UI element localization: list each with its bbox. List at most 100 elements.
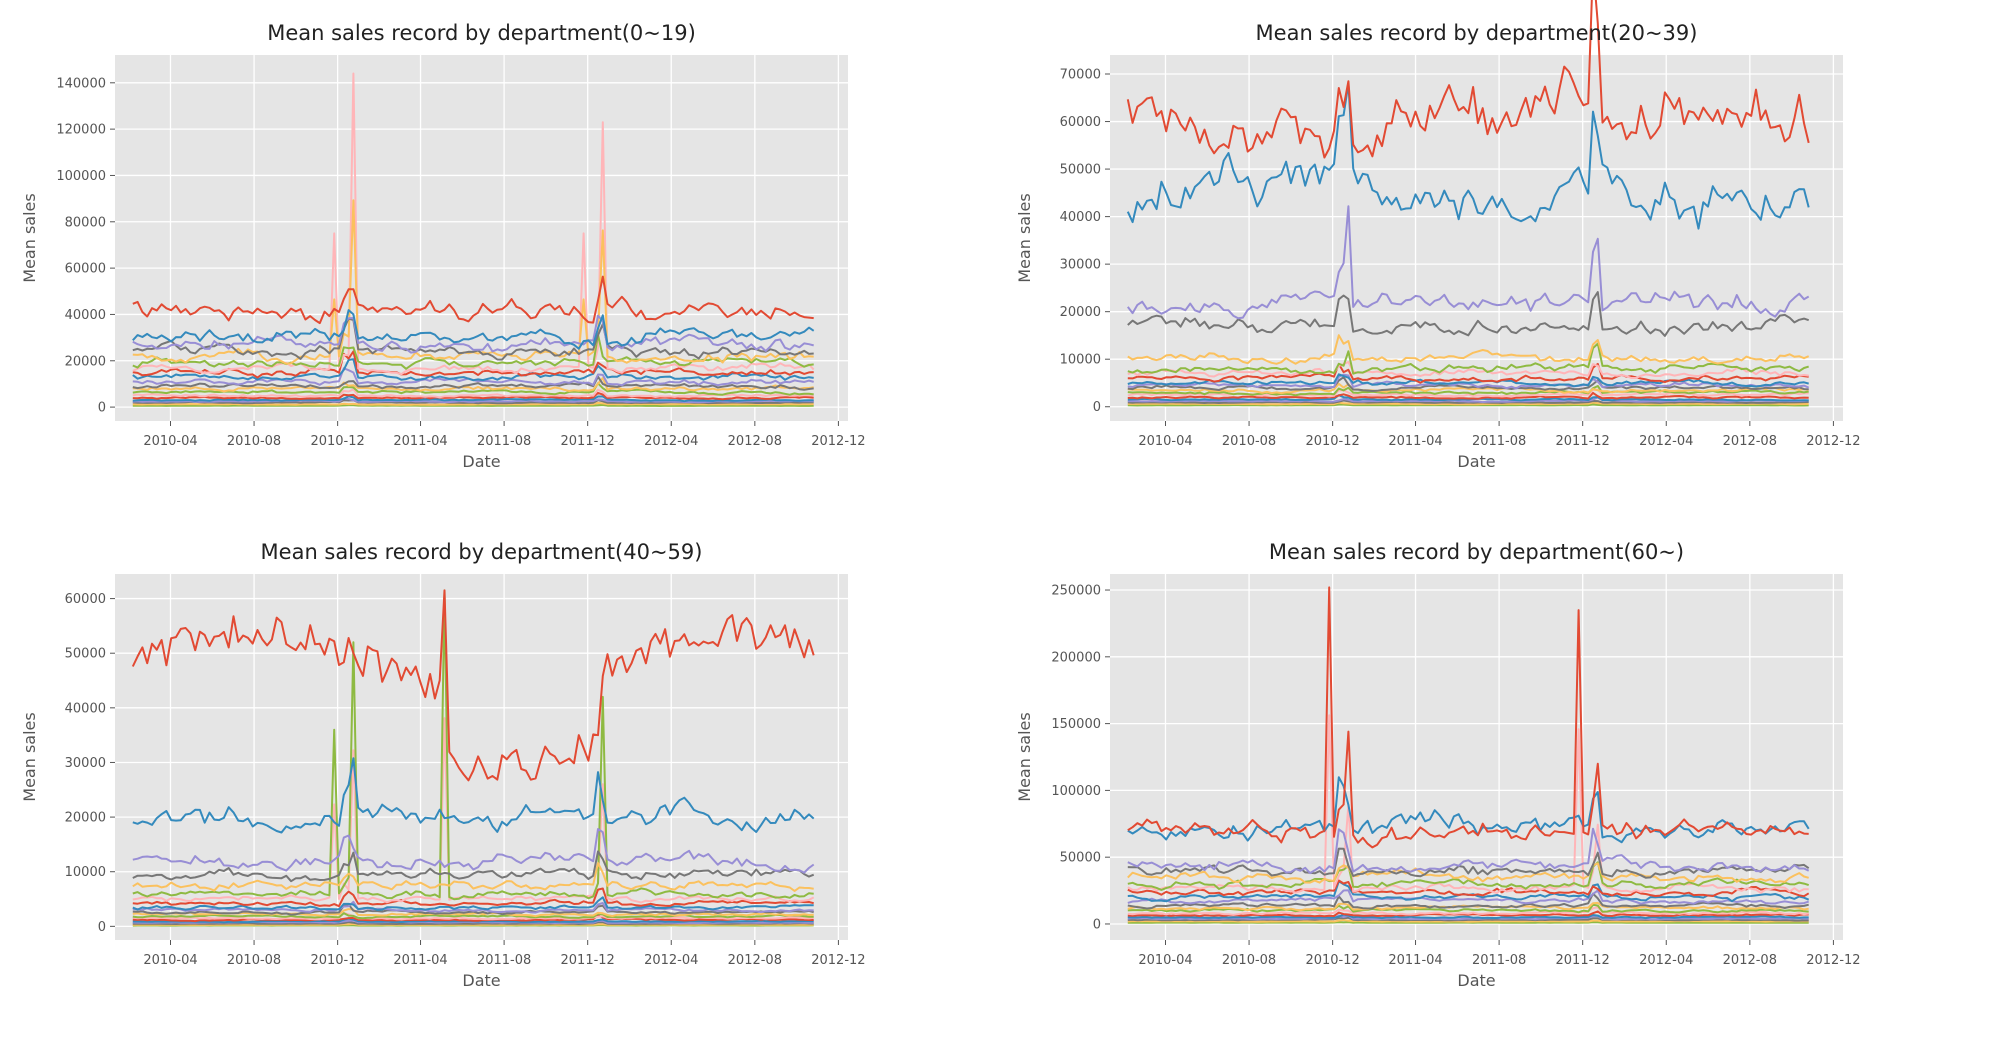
series-line-1 — [131, 589, 815, 782]
y-tick-label: 60000 — [65, 262, 106, 277]
y-tick-label: 0 — [98, 401, 106, 416]
x-tick-label: 2010-08 — [227, 434, 281, 449]
series-line-2 — [1126, 82, 1810, 230]
series-line-8 — [132, 887, 814, 908]
y-tick-label: 250000 — [1051, 584, 1101, 599]
x-tick-label: 2011-08 — [477, 953, 531, 968]
y-tick-label: 40000 — [65, 701, 106, 716]
series-line-17 — [1127, 396, 1809, 404]
y-tick-label: 50000 — [1060, 851, 1101, 866]
chart-panel-dept-0-19: 2010-04 2010-08 2010-12 2011-04 2011-08 2011-… — [0, 0, 995, 519]
series-line-3 — [132, 828, 815, 874]
series-group — [1127, 586, 1810, 924]
x-tick-label: 2011-12 — [1556, 434, 1610, 449]
y-axis-label: Mean sales — [1015, 712, 1034, 801]
x-tick-label: 2011-12 — [561, 953, 615, 968]
series-line-7 — [1127, 361, 1809, 379]
series-line-13 — [1127, 903, 1809, 914]
x-tick-label: 2010-12 — [1305, 434, 1359, 449]
y-tick-label: 40000 — [1060, 210, 1101, 225]
chart-title: Mean sales record by department(60~) — [1269, 540, 1684, 564]
series-line-15 — [132, 914, 814, 923]
y-tick-label: 120000 — [56, 123, 106, 138]
x-tick-label: 2011-08 — [477, 434, 531, 449]
series-line-2 — [1127, 776, 1810, 844]
x-tick-label: 2010-04 — [143, 434, 197, 449]
y-tick-label: 0 — [98, 920, 106, 935]
y-tick-label: 10000 — [1060, 353, 1101, 368]
x-tick-label: 2012-12 — [811, 953, 865, 968]
x-tick-label: 2011-04 — [393, 434, 447, 449]
series-line-6 — [132, 589, 814, 901]
series-line-8 — [132, 350, 814, 379]
series-line-12 — [132, 377, 814, 393]
x-tick-label: 2010-04 — [1138, 953, 1192, 968]
series-line-4 — [1127, 291, 1810, 337]
y-tick-label: 50000 — [1060, 163, 1101, 178]
x-tick-label: 2012-04 — [1639, 953, 1693, 968]
x-axis-label: Date — [1457, 971, 1495, 990]
y-tick-label: 20000 — [65, 811, 106, 826]
series-line-15 — [132, 391, 814, 401]
x-tick-label: 2012-08 — [1723, 434, 1777, 449]
series-group — [1126, 0, 1810, 407]
y-tick-label: 60000 — [65, 592, 106, 607]
y-tick-label: 10000 — [65, 865, 106, 880]
x-tick-label: 2012-04 — [644, 953, 698, 968]
series-line-3 — [132, 314, 814, 354]
y-tick-label: 30000 — [65, 756, 106, 771]
y-axis: 0 20000 40000 60000 80000 100000 120000 140000 — [56, 76, 848, 416]
y-axis-label: Mean sales — [1015, 193, 1034, 282]
y-tick-label: 20000 — [65, 354, 106, 369]
x-tick-label: 2012-12 — [1806, 434, 1860, 449]
chart-svg: 2010-04 2010-08 2010-12 2011-04 2011-08 2011-… — [1015, 540, 1861, 990]
x-tick-label: 2010-12 — [1305, 953, 1359, 968]
x-axis-label: Date — [462, 452, 500, 471]
x-tick-label: 2010-12 — [310, 434, 364, 449]
series-line-1 — [132, 275, 814, 325]
chart-svg: 2010-04 2010-08 2010-12 2011-04 2011-08 2011-… — [20, 540, 866, 990]
x-tick-label: 2012-04 — [1639, 434, 1693, 449]
chart-title: Mean sales record by department(20~39) — [1256, 21, 1698, 45]
series-line-5 — [132, 862, 814, 892]
y-axis: 0 50000 100000 150000 200000 250000 — [1051, 584, 1843, 932]
series-line-4 — [132, 317, 814, 361]
chart-title: Mean sales record by department(40~59) — [261, 540, 703, 564]
series-line-2 — [132, 309, 815, 350]
x-tick-label: 2012-04 — [644, 434, 698, 449]
y-tick-label: 0 — [1093, 917, 1101, 932]
series-line-19 — [132, 401, 814, 406]
y-tick-label: 60000 — [1060, 115, 1101, 130]
series-line-16 — [1127, 394, 1809, 402]
series-line-9 — [1127, 373, 1809, 388]
y-tick-label: 70000 — [1060, 68, 1101, 83]
series-line-10 — [1127, 889, 1810, 905]
series-group — [131, 589, 815, 927]
series-line-15 — [1127, 391, 1809, 400]
x-tick-label: 2012-08 — [728, 953, 782, 968]
series-line-7 — [132, 72, 815, 376]
x-tick-label: 2011-04 — [1388, 434, 1442, 449]
x-tick-label: 2011-08 — [1472, 434, 1526, 449]
series-line-9 — [132, 358, 814, 382]
x-tick-label: 2011-04 — [393, 953, 447, 968]
series-line-12 — [1127, 382, 1809, 395]
y-tick-label: 200000 — [1051, 650, 1101, 665]
y-tick-label: 20000 — [1060, 305, 1101, 320]
x-tick-label: 2010-12 — [310, 953, 364, 968]
y-tick-label: 50000 — [65, 647, 106, 662]
series-line-17 — [1127, 914, 1809, 921]
series-line-16 — [1127, 913, 1809, 920]
x-axis: 2010-04 2010-08 2010-12 2011-04 2011-08 2011-… — [1138, 55, 1861, 449]
series-line-1 — [1127, 586, 1809, 849]
y-axis-label: Mean sales — [20, 712, 39, 801]
y-tick-label: 0 — [1093, 400, 1101, 415]
series-line-20 — [132, 403, 814, 407]
series-line-3 — [1127, 827, 1810, 875]
x-tick-label: 2012-12 — [811, 434, 865, 449]
series-line-14 — [1127, 906, 1809, 916]
y-tick-label: 100000 — [1051, 784, 1101, 799]
x-tick-label: 2011-08 — [1472, 953, 1526, 968]
x-axis: 2010-04 2010-08 2010-12 2011-04 2011-08 2011-… — [143, 55, 866, 449]
series-line-5 — [1127, 334, 1810, 365]
